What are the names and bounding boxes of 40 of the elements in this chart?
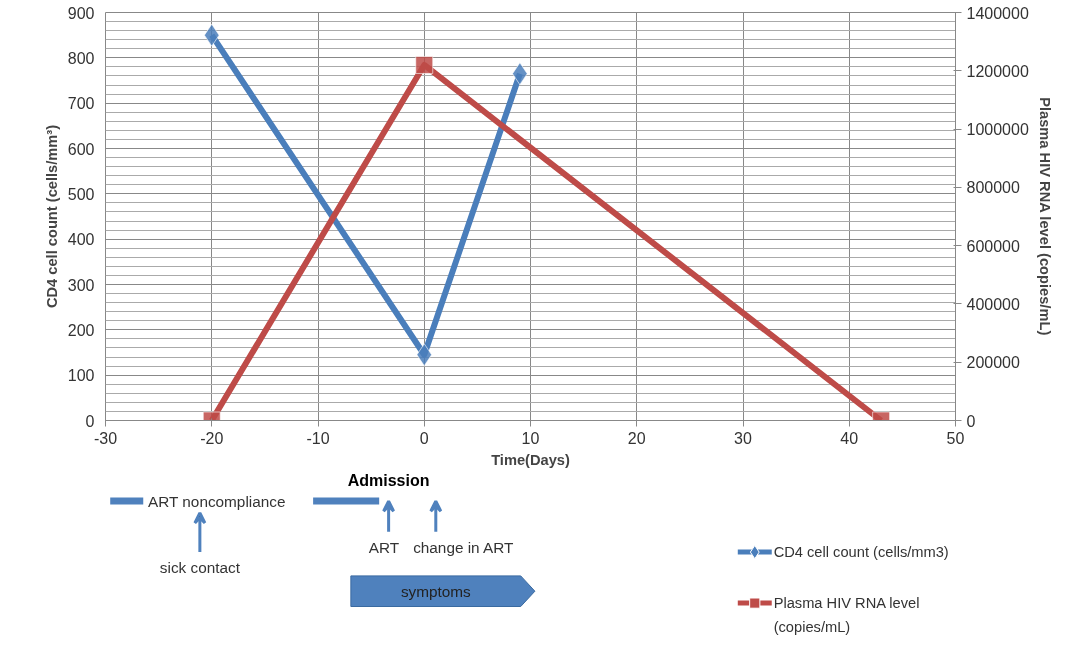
y2-tick-label: 800000 <box>966 179 1020 197</box>
x-tick-label: 50 <box>946 429 965 447</box>
y-tick-label: 800 <box>67 49 95 67</box>
y-tick-label: 600 <box>67 140 95 158</box>
x-axis-title: Time(Days) <box>491 451 570 468</box>
x-tick-label: -10 <box>306 429 330 447</box>
y-tick-label: 100 <box>67 367 95 385</box>
text: sick contact <box>159 558 241 576</box>
y-tick-label: 200 <box>67 321 95 339</box>
y2-tick-label: 400000 <box>966 295 1020 313</box>
text: ART <box>368 538 400 556</box>
text: change in ART <box>413 538 515 556</box>
x-tick-label: 40 <box>840 429 859 447</box>
x-tick-label: -20 <box>200 429 224 447</box>
x-tick-label: 30 <box>734 429 752 447</box>
text: symptoms <box>400 582 472 600</box>
y2-tick-label: 200000 <box>966 354 1020 372</box>
legend-label: CD4 cell count (cells/mm3) <box>773 544 949 561</box>
x-tick-label: -30 <box>93 429 118 447</box>
y2-tick-label: 0 <box>966 412 976 430</box>
x-tick-label: 0 <box>419 429 429 447</box>
legend-label: Plasma HIV RNA level (copies/mL) <box>773 595 920 635</box>
y-tick-label: 900 <box>67 4 95 22</box>
text: Admission <box>347 472 430 490</box>
point <box>416 343 433 367</box>
y2-tick-label: 1000000 <box>966 121 1029 139</box>
x-tick-label: 20 <box>627 429 646 447</box>
y-tick-label: 700 <box>67 95 95 113</box>
y-tick-label: 300 <box>67 276 95 294</box>
y2-tick-label: 1400000 <box>966 4 1029 22</box>
y-tick-label: 0 <box>85 412 95 430</box>
y2-tick-label: 1200000 <box>966 62 1029 80</box>
y-tick-label: 500 <box>67 185 95 203</box>
point <box>203 23 220 47</box>
y2-tick-label: 600000 <box>966 237 1020 255</box>
y-axis-title: CD4 cell count (cells/mm³) <box>43 124 60 309</box>
y2-axis-title: Plasma HIV RNA level (copies/mL) <box>1036 97 1053 336</box>
y-tick-label: 400 <box>67 231 95 249</box>
x-tick-label: 10 <box>521 429 540 447</box>
text: ART noncompliance <box>147 492 286 510</box>
